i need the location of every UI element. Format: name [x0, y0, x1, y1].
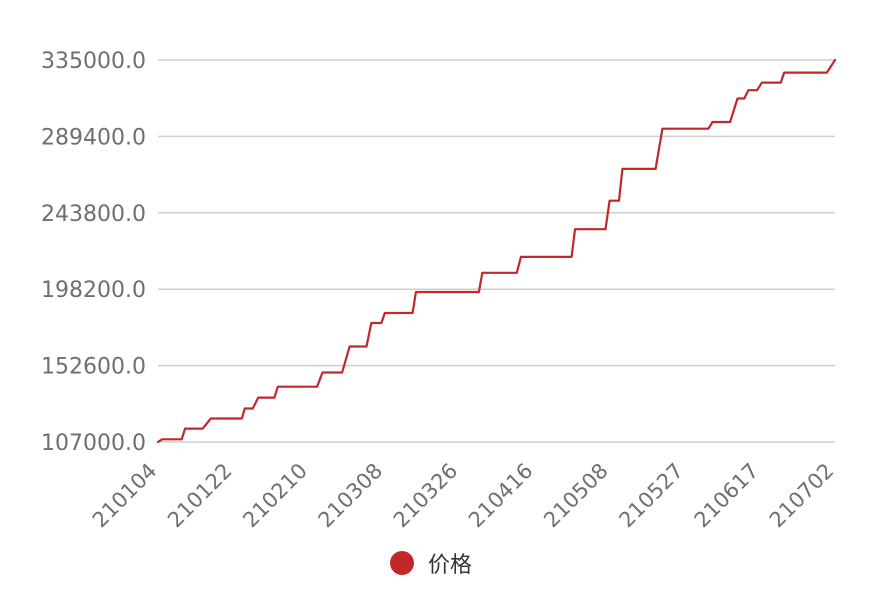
x-tick-label: 210508: [539, 459, 613, 533]
x-tick-label: 210104: [88, 459, 162, 533]
legend-marker: [390, 551, 414, 575]
y-tick-label: 243800.0: [41, 202, 146, 227]
x-tick-label: 210416: [464, 459, 538, 533]
legend-label: 价格: [428, 553, 473, 578]
y-tick-label: 335000.0: [41, 49, 146, 74]
x-tick-label: 210527: [614, 459, 688, 533]
x-tick-label: 210122: [163, 459, 237, 533]
y-tick-label: 107000.0: [41, 431, 146, 456]
series-line: [156, 58, 837, 444]
y-tick-label: 152600.0: [41, 355, 146, 380]
y-tick-label: 289400.0: [41, 125, 146, 150]
x-tick-label: 210702: [765, 459, 839, 533]
x-tick-label: 210210: [238, 459, 312, 533]
legend[interactable]: 价格: [390, 548, 472, 578]
y-tick-label: 198200.0: [41, 278, 146, 303]
x-tick-label: 210308: [314, 459, 388, 533]
x-tick-label: 210617: [690, 459, 764, 533]
x-tick-label: 210326: [389, 459, 463, 533]
